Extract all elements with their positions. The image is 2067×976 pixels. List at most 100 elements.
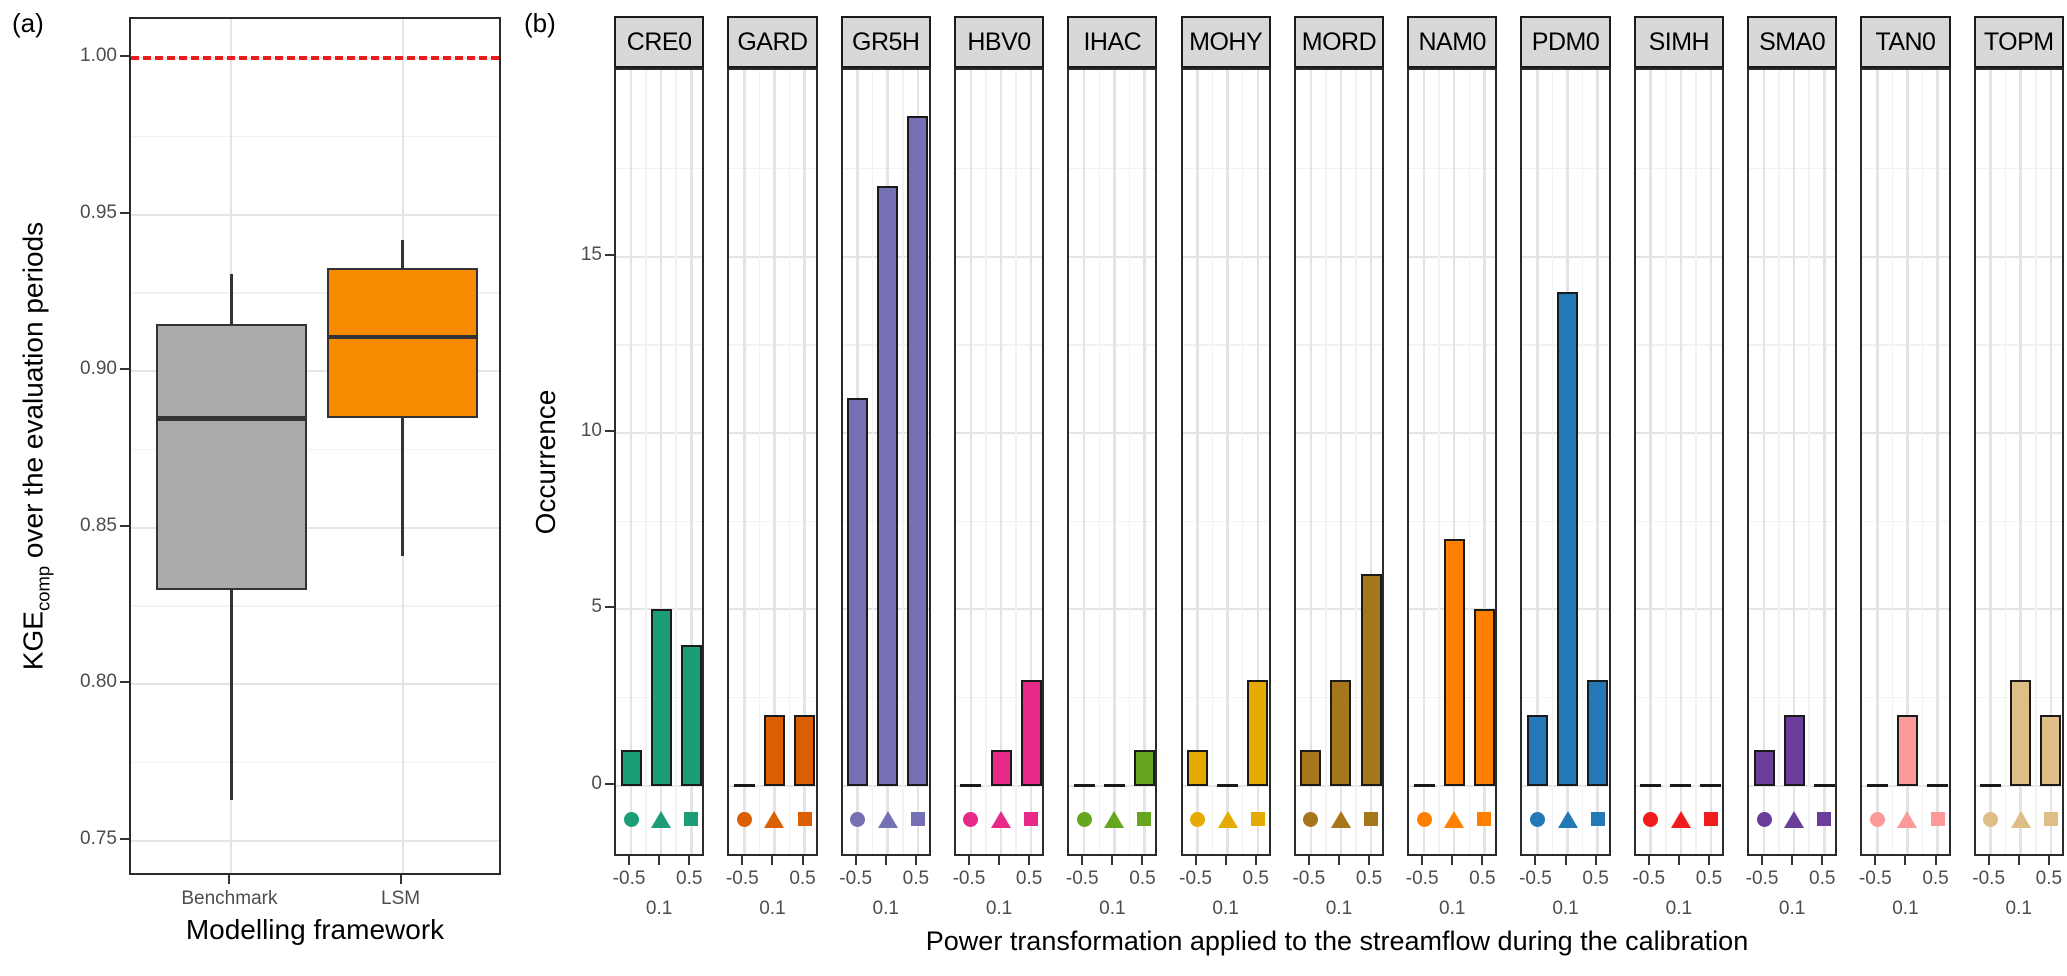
y-tick-mark — [605, 253, 614, 256]
minor-vertical-gridline — [902, 70, 904, 854]
major-vertical-gridline — [1196, 70, 1199, 854]
major-gridline — [1295, 255, 1383, 258]
minor-gridline — [1749, 167, 1836, 170]
major-gridline — [616, 784, 703, 787]
upper-whisker — [401, 239, 404, 268]
bar-SMA0-0.1 — [1783, 715, 1805, 786]
x-tick-mark — [1874, 856, 1877, 865]
x-tick-label: 0.1 — [985, 898, 1013, 919]
y-tick-label: 0.80 — [80, 671, 117, 693]
triangle-marker — [1670, 810, 1691, 828]
minor-gridline — [131, 605, 499, 607]
y-tick-label: 15 — [580, 243, 602, 265]
y-tick-mark — [120, 368, 129, 371]
x-tick-mark — [1368, 856, 1371, 865]
x-tick-label: 0.1 — [1778, 898, 1806, 919]
x-category-label: LSM — [381, 888, 421, 909]
zero-bar-TOPM--0.5 — [1980, 784, 2002, 788]
zero-bar-IHAC-0.1 — [1103, 784, 1125, 788]
major-vertical-gridline — [1029, 70, 1033, 854]
major-gridline — [729, 432, 816, 435]
major-vertical-gridline — [1113, 70, 1116, 854]
x-tick-mark — [2017, 856, 2020, 865]
bar-MOHY-0.5 — [1247, 679, 1269, 786]
median-line — [327, 334, 479, 340]
square-marker — [1364, 812, 1379, 826]
triangle-marker — [2010, 810, 2031, 828]
panel-b-x-axis-title: Power transformation applied to the stre… — [925, 926, 1749, 956]
minor-gridline — [1182, 696, 1269, 699]
x-tick-label: 0.5 — [2035, 868, 2063, 889]
x-tick-label: 0.1 — [1552, 898, 1579, 919]
major-vertical-gridline — [1256, 70, 1259, 854]
minor-gridline — [1069, 344, 1156, 346]
major-vertical-gridline — [1936, 70, 1939, 854]
x-tick-mark — [1421, 856, 1424, 865]
minor-gridline — [1749, 344, 1836, 346]
major-gridline — [1635, 255, 1722, 258]
minor-vertical-gridline — [1808, 70, 1810, 854]
minor-gridline — [131, 135, 499, 138]
major-gridline — [1862, 255, 1949, 258]
minor-gridline — [1069, 167, 1156, 170]
zero-bar-GARD--0.5 — [733, 784, 755, 788]
square-marker — [910, 812, 925, 826]
square-marker — [1477, 812, 1492, 826]
minor-vertical-gridline — [1128, 70, 1131, 854]
x-tick-label: 0.5 — [1922, 868, 1949, 889]
bar-GR5H-0.5 — [907, 115, 929, 786]
major-vertical-gridline — [1762, 70, 1766, 854]
x-tick-label: 0.5 — [1355, 868, 1383, 889]
x-tick-mark — [1194, 856, 1197, 865]
x-tick-label: 0.1 — [872, 898, 899, 919]
circle-marker — [1756, 811, 1772, 827]
facet-strip-label: MORD — [1301, 27, 1377, 56]
panel-b-label: (b) — [524, 8, 556, 38]
minor-gridline — [616, 167, 703, 170]
facet-strip-TAN0: TAN0 — [1860, 16, 1951, 68]
facet-panel-GR5H — [840, 68, 931, 856]
minor-gridline — [1862, 344, 1949, 346]
y-tick-mark — [605, 606, 614, 609]
minor-gridline — [955, 344, 1043, 346]
x-tick-label: 0.1 — [1099, 898, 1126, 919]
major-vertical-gridline — [773, 70, 776, 854]
reference-line — [131, 56, 499, 61]
x-tick-mark — [1307, 856, 1310, 865]
minor-gridline — [1182, 167, 1269, 170]
facet-strip-label: GARD — [737, 27, 808, 56]
bar-TAN0-0.1 — [1896, 715, 1918, 786]
facet-strip-TOPM: TOPM — [1973, 16, 2064, 68]
minor-vertical-gridline — [1778, 70, 1780, 854]
circle-marker — [963, 811, 979, 827]
minor-gridline — [955, 167, 1043, 170]
y-tick-mark — [120, 681, 129, 684]
major-vertical-gridline — [1082, 70, 1086, 854]
y-tick-mark — [605, 782, 614, 785]
x-tick-label: -0.5 — [1292, 868, 1326, 889]
y-tick-mark — [120, 524, 129, 527]
facet-strip-label: CRE0 — [626, 27, 692, 56]
facet-strip-SMA0: SMA0 — [1747, 16, 1838, 68]
y-tick-mark — [120, 55, 129, 58]
facet-strip-label: SIMH — [1648, 27, 1710, 56]
major-vertical-gridline — [1906, 70, 1909, 854]
square-marker — [2043, 812, 2058, 826]
x-tick-mark — [688, 856, 691, 865]
facet-strip-label: TAN0 — [1875, 27, 1936, 56]
box-benchmark — [155, 324, 307, 591]
x-tick-mark — [967, 856, 970, 865]
bar-MORD--0.5 — [1300, 750, 1322, 786]
minor-gridline — [955, 696, 1043, 699]
major-vertical-gridline — [1536, 70, 1539, 854]
major-gridline — [1522, 255, 1609, 258]
x-tick-mark — [1821, 856, 1824, 865]
y-tick-mark — [120, 837, 129, 840]
minor-vertical-gridline — [645, 70, 647, 854]
minor-gridline — [1975, 167, 2062, 170]
x-tick-label: 0.5 — [1809, 868, 1836, 889]
facet-panel-SIMH — [1633, 68, 1724, 856]
major-gridline — [1975, 432, 2062, 435]
x-tick-label: -0.5 — [1745, 868, 1779, 889]
x-tick-mark — [1081, 856, 1084, 865]
